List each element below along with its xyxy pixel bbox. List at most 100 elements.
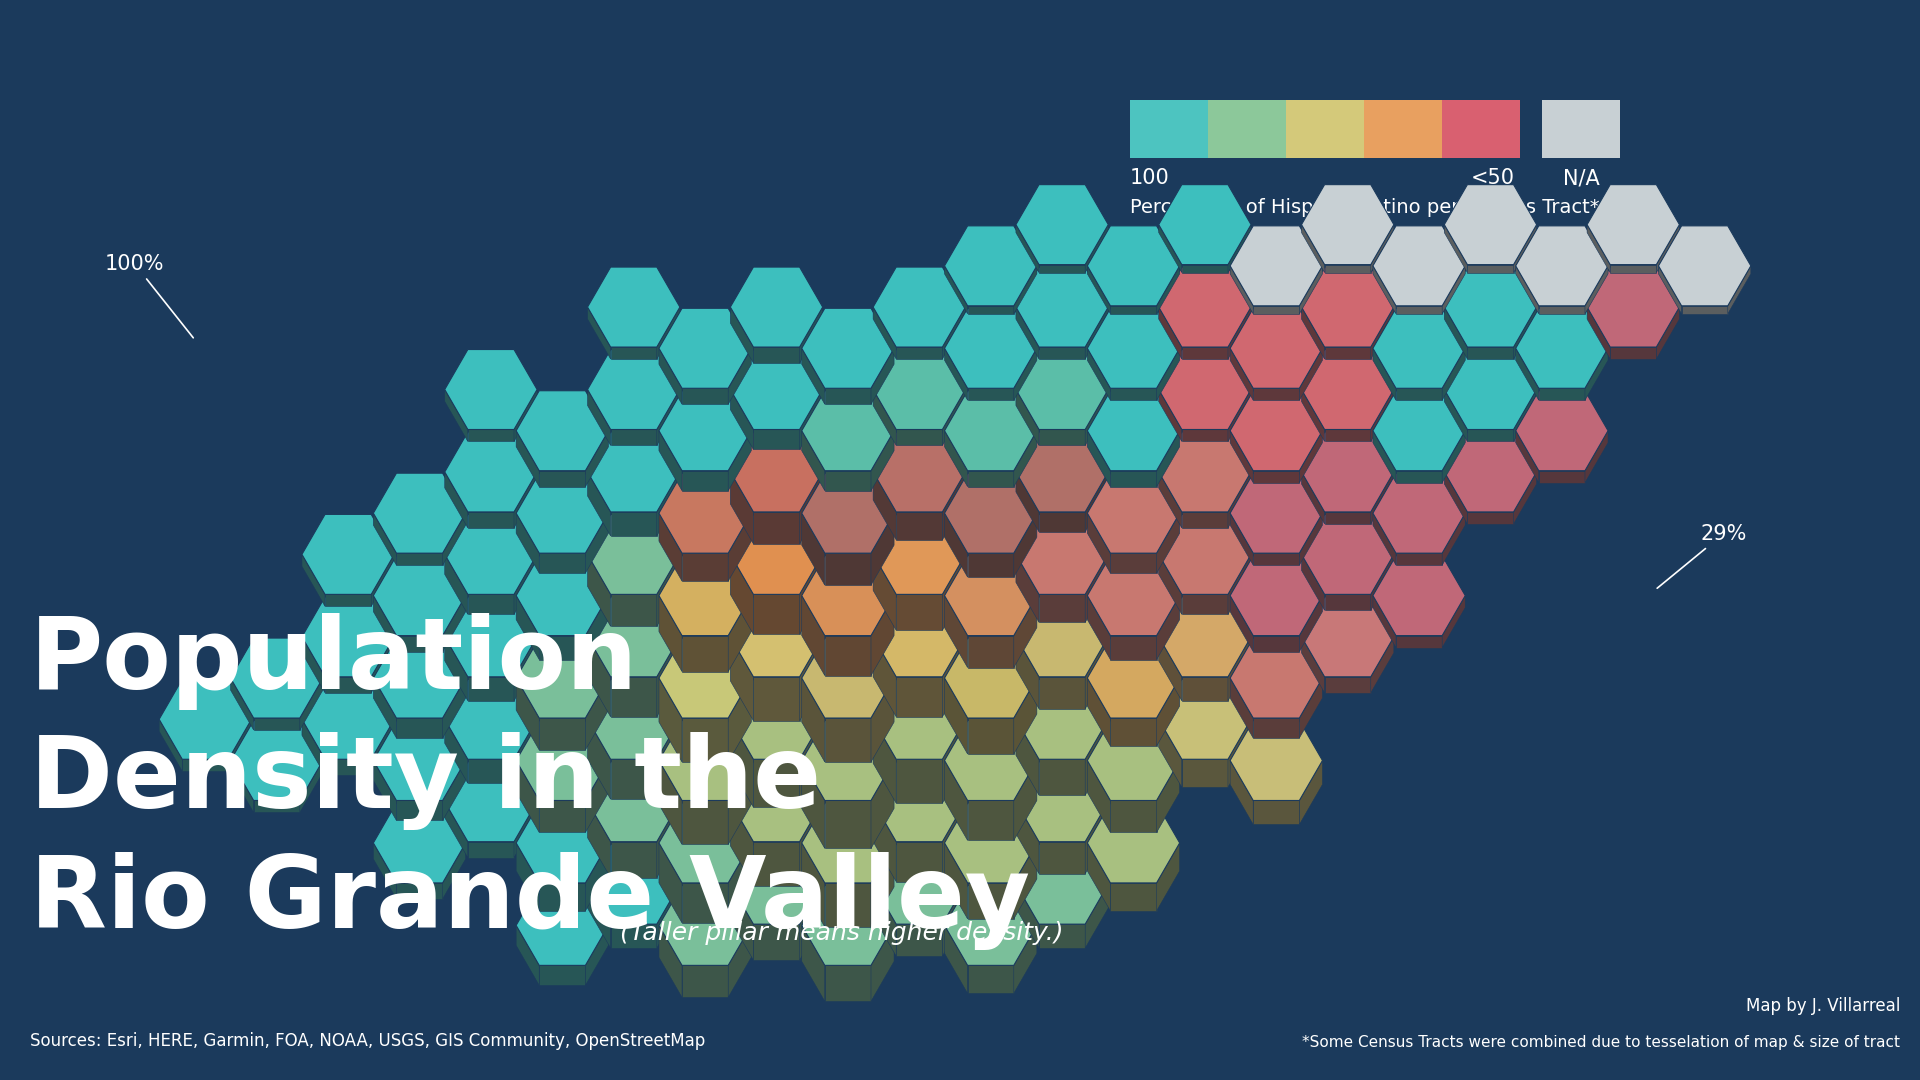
Polygon shape xyxy=(1183,347,1229,359)
Polygon shape xyxy=(826,718,872,762)
Polygon shape xyxy=(1158,597,1252,677)
Polygon shape xyxy=(803,348,826,404)
Text: Sources: Esri, HERE, Garmin, FOA, NOAA, USGS, GIS Community, OpenStreetMap: Sources: Esri, HERE, Garmin, FOA, NOAA, … xyxy=(31,1032,705,1050)
Polygon shape xyxy=(803,802,895,883)
Polygon shape xyxy=(540,718,586,750)
Polygon shape xyxy=(1588,225,1611,272)
Polygon shape xyxy=(657,554,680,626)
Polygon shape xyxy=(872,513,895,585)
Polygon shape xyxy=(444,595,467,651)
Polygon shape xyxy=(1016,637,1039,708)
Polygon shape xyxy=(753,841,799,886)
Polygon shape xyxy=(588,885,611,948)
Polygon shape xyxy=(611,347,657,359)
Polygon shape xyxy=(1728,266,1751,314)
Polygon shape xyxy=(728,678,751,762)
Polygon shape xyxy=(803,926,826,1001)
Polygon shape xyxy=(1467,265,1513,272)
Polygon shape xyxy=(728,513,751,581)
Polygon shape xyxy=(516,431,540,487)
Polygon shape xyxy=(588,267,680,347)
Polygon shape xyxy=(1231,638,1323,718)
Polygon shape xyxy=(1325,347,1371,359)
Polygon shape xyxy=(540,883,586,910)
Polygon shape xyxy=(588,554,611,626)
Polygon shape xyxy=(945,473,1037,553)
Polygon shape xyxy=(659,720,751,800)
Polygon shape xyxy=(657,637,680,717)
Polygon shape xyxy=(1515,391,1609,471)
Polygon shape xyxy=(1183,677,1229,701)
Polygon shape xyxy=(657,390,680,445)
Polygon shape xyxy=(301,719,324,775)
Polygon shape xyxy=(1016,597,1108,677)
Polygon shape xyxy=(445,514,538,594)
Polygon shape xyxy=(1229,390,1252,442)
Polygon shape xyxy=(872,678,895,762)
Polygon shape xyxy=(1087,391,1179,471)
Polygon shape xyxy=(1302,432,1394,512)
Polygon shape xyxy=(897,347,943,359)
Text: 29%: 29% xyxy=(1657,524,1747,589)
Polygon shape xyxy=(1231,720,1323,800)
Polygon shape xyxy=(1229,719,1252,787)
Polygon shape xyxy=(515,390,538,442)
Polygon shape xyxy=(659,926,682,997)
Polygon shape xyxy=(516,513,540,573)
Polygon shape xyxy=(1016,679,1108,759)
Polygon shape xyxy=(1657,307,1680,359)
Polygon shape xyxy=(968,966,1014,994)
Polygon shape xyxy=(1229,637,1252,701)
Polygon shape xyxy=(1371,554,1394,610)
Polygon shape xyxy=(540,966,586,985)
Polygon shape xyxy=(253,800,300,812)
Polygon shape xyxy=(1158,719,1183,787)
Polygon shape xyxy=(803,555,895,636)
Polygon shape xyxy=(728,842,751,923)
Polygon shape xyxy=(1300,678,1323,738)
Polygon shape xyxy=(1039,924,1085,948)
Polygon shape xyxy=(730,885,753,960)
Polygon shape xyxy=(1110,306,1156,314)
Polygon shape xyxy=(659,473,751,553)
Polygon shape xyxy=(611,759,657,799)
Polygon shape xyxy=(659,678,682,762)
Polygon shape xyxy=(874,637,897,717)
Polygon shape xyxy=(945,308,1037,389)
Polygon shape xyxy=(1659,266,1682,314)
Bar xyxy=(1208,100,1286,158)
Polygon shape xyxy=(682,800,728,845)
Polygon shape xyxy=(444,513,467,565)
Polygon shape xyxy=(1087,760,1110,833)
Polygon shape xyxy=(945,266,968,314)
Polygon shape xyxy=(728,431,751,490)
Polygon shape xyxy=(730,679,822,759)
Polygon shape xyxy=(728,760,751,845)
Polygon shape xyxy=(1158,637,1183,701)
Polygon shape xyxy=(1229,554,1252,615)
Polygon shape xyxy=(588,432,680,512)
Polygon shape xyxy=(1302,472,1325,524)
Polygon shape xyxy=(588,761,680,841)
Polygon shape xyxy=(826,553,872,585)
Polygon shape xyxy=(1467,512,1513,524)
Polygon shape xyxy=(444,842,467,899)
Polygon shape xyxy=(943,390,966,445)
Polygon shape xyxy=(1300,595,1323,651)
Polygon shape xyxy=(1302,597,1394,677)
Polygon shape xyxy=(659,595,682,672)
Polygon shape xyxy=(1085,472,1108,532)
Polygon shape xyxy=(1302,225,1325,272)
Polygon shape xyxy=(372,802,467,883)
Polygon shape xyxy=(468,594,515,615)
Polygon shape xyxy=(1444,267,1536,347)
Polygon shape xyxy=(1444,390,1467,442)
Polygon shape xyxy=(753,594,799,634)
Polygon shape xyxy=(659,638,751,718)
Polygon shape xyxy=(1156,348,1179,401)
Polygon shape xyxy=(659,842,682,923)
Polygon shape xyxy=(1085,719,1108,795)
Polygon shape xyxy=(1467,430,1513,442)
Polygon shape xyxy=(945,391,1037,471)
Polygon shape xyxy=(586,595,609,660)
